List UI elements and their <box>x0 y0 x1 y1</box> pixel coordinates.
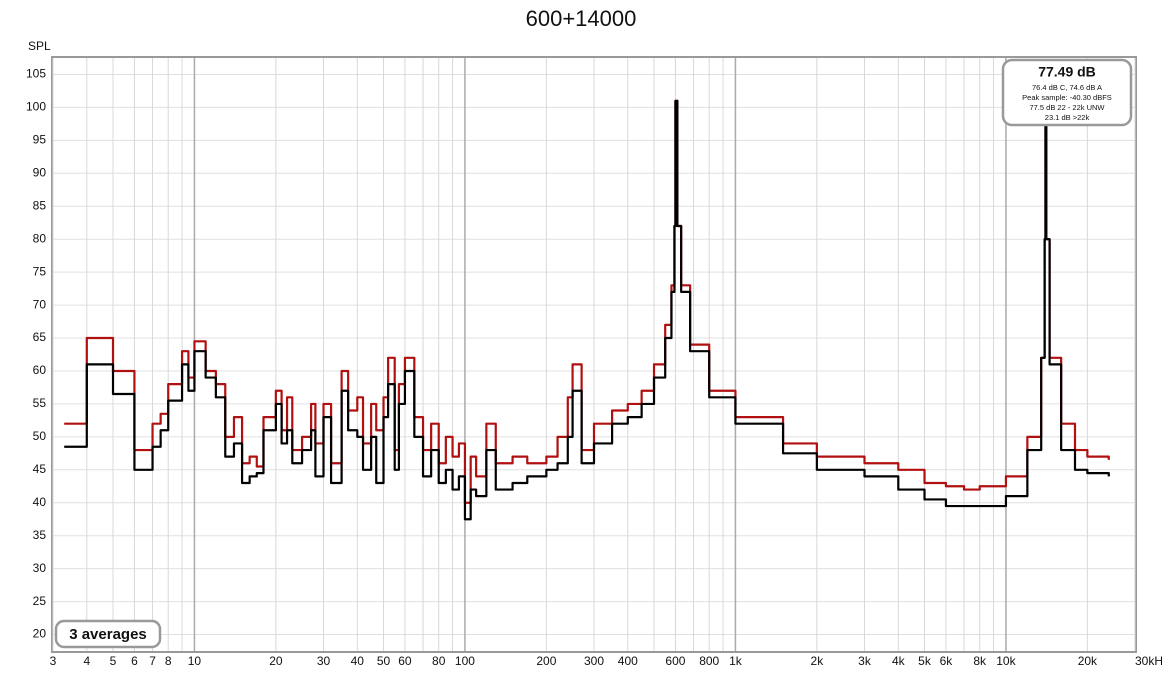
x-tick-label: 7 <box>149 654 156 668</box>
series-line <box>64 99 1110 521</box>
x-tick-label: 20 <box>269 654 283 668</box>
x-tick-label: 600 <box>665 654 685 668</box>
y-tick-label: 90 <box>33 165 47 179</box>
series-line <box>64 99 1110 504</box>
x-tick-label: 8 <box>165 654 172 668</box>
x-tick-label: 800 <box>699 654 719 668</box>
x-tick-label: 10k <box>996 654 1016 668</box>
y-tick-label: 75 <box>33 264 47 278</box>
x-tick-label: 8k <box>973 654 987 668</box>
readout-line: 76.4 dB C, 74.6 dB A <box>1032 83 1102 92</box>
x-tick-label: 60 <box>398 654 412 668</box>
x-tick-label: 4k <box>892 654 906 668</box>
chart-title: 600+14000 <box>526 6 637 31</box>
x-tick-label: 50 <box>377 654 391 668</box>
x-tick-label: 20k <box>1078 654 1098 668</box>
averages-box: 3 averages <box>54 619 162 649</box>
y-tick-label: 55 <box>33 396 47 410</box>
y-axis-label: SPL <box>28 39 51 53</box>
x-tick-label: 5 <box>110 654 117 668</box>
y-tick-label: 20 <box>33 627 47 641</box>
readout-line: Peak sample: -40.30 dBFS <box>1022 93 1112 102</box>
x-tick-label: 30kHz <box>1135 654 1162 668</box>
y-tick-label: 25 <box>33 594 47 608</box>
x-tick-label: 200 <box>536 654 556 668</box>
grid <box>52 58 1136 651</box>
x-tick-label: 80 <box>432 654 446 668</box>
x-tick-label: 10 <box>188 654 202 668</box>
averages-label: 3 averages <box>69 626 147 643</box>
x-tick-label: 30 <box>317 654 331 668</box>
x-tick-label: 2k <box>811 654 825 668</box>
x-tick-label: 3 <box>50 654 57 668</box>
readout-box: 77.49 dB 76.4 dB C, 74.6 dB A Peak sampl… <box>1001 58 1133 127</box>
readout-line: 77.5 dB 22 - 22k UNW <box>1029 103 1105 112</box>
readout-main: 77.49 dB <box>1038 64 1096 80</box>
y-tick-label: 30 <box>33 561 47 575</box>
y-tick-label: 35 <box>33 528 47 542</box>
y-tick-label: 65 <box>33 330 47 344</box>
y-tick-label: 45 <box>33 462 47 476</box>
y-tick-label: 70 <box>33 297 47 311</box>
y-tick-label: 40 <box>33 495 47 509</box>
readout-line: 23.1 dB >22k <box>1045 113 1090 122</box>
x-tick-label: 300 <box>584 654 604 668</box>
x-tick-label: 5k <box>918 654 932 668</box>
y-tick-label: 85 <box>33 198 47 212</box>
y-tick-label: 80 <box>33 231 47 245</box>
y-tick-label: 95 <box>33 133 47 147</box>
x-tick-label: 4 <box>83 654 90 668</box>
x-tick-label: 40 <box>351 654 365 668</box>
y-tick-label: 105 <box>26 67 46 81</box>
readout-frame <box>1001 58 1133 127</box>
x-tick-label: 100 <box>455 654 475 668</box>
x-tick-label: 6k <box>940 654 954 668</box>
x-tick-label: 3k <box>858 654 872 668</box>
y-tick-label: 100 <box>26 100 46 114</box>
series-lines <box>64 99 1110 521</box>
y-tick-label: 60 <box>33 363 47 377</box>
y-tick-label: 50 <box>33 429 47 443</box>
x-tick-label: 400 <box>618 654 638 668</box>
x-tick-label: 1k <box>729 654 743 668</box>
x-tick-label: 6 <box>131 654 138 668</box>
averages-frame <box>54 619 162 649</box>
